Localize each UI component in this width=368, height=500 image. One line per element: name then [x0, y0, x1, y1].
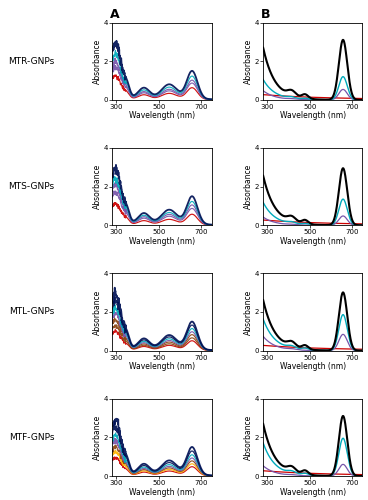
Text: MTS-GNPs: MTS-GNPs — [8, 182, 54, 191]
Y-axis label: Absorbance: Absorbance — [244, 414, 253, 460]
Y-axis label: Absorbance: Absorbance — [244, 38, 253, 84]
Y-axis label: Absorbance: Absorbance — [93, 290, 102, 335]
Text: MTR-GNPs: MTR-GNPs — [8, 56, 54, 66]
X-axis label: Wavelength (nm): Wavelength (nm) — [280, 112, 346, 120]
X-axis label: Wavelength (nm): Wavelength (nm) — [129, 362, 195, 371]
X-axis label: Wavelength (nm): Wavelength (nm) — [129, 237, 195, 246]
Y-axis label: Absorbance: Absorbance — [93, 414, 102, 460]
X-axis label: Wavelength (nm): Wavelength (nm) — [280, 237, 346, 246]
X-axis label: Wavelength (nm): Wavelength (nm) — [129, 112, 195, 120]
Text: A: A — [110, 8, 120, 20]
Y-axis label: Absorbance: Absorbance — [93, 164, 102, 209]
Y-axis label: Absorbance: Absorbance — [244, 290, 253, 335]
X-axis label: Wavelength (nm): Wavelength (nm) — [129, 488, 195, 496]
Text: MTF-GNPs: MTF-GNPs — [9, 433, 54, 442]
Y-axis label: Absorbance: Absorbance — [244, 164, 253, 209]
X-axis label: Wavelength (nm): Wavelength (nm) — [280, 362, 346, 371]
Y-axis label: Absorbance: Absorbance — [93, 38, 102, 84]
Text: B: B — [261, 8, 271, 20]
Text: MTL-GNPs: MTL-GNPs — [10, 308, 54, 316]
X-axis label: Wavelength (nm): Wavelength (nm) — [280, 488, 346, 496]
